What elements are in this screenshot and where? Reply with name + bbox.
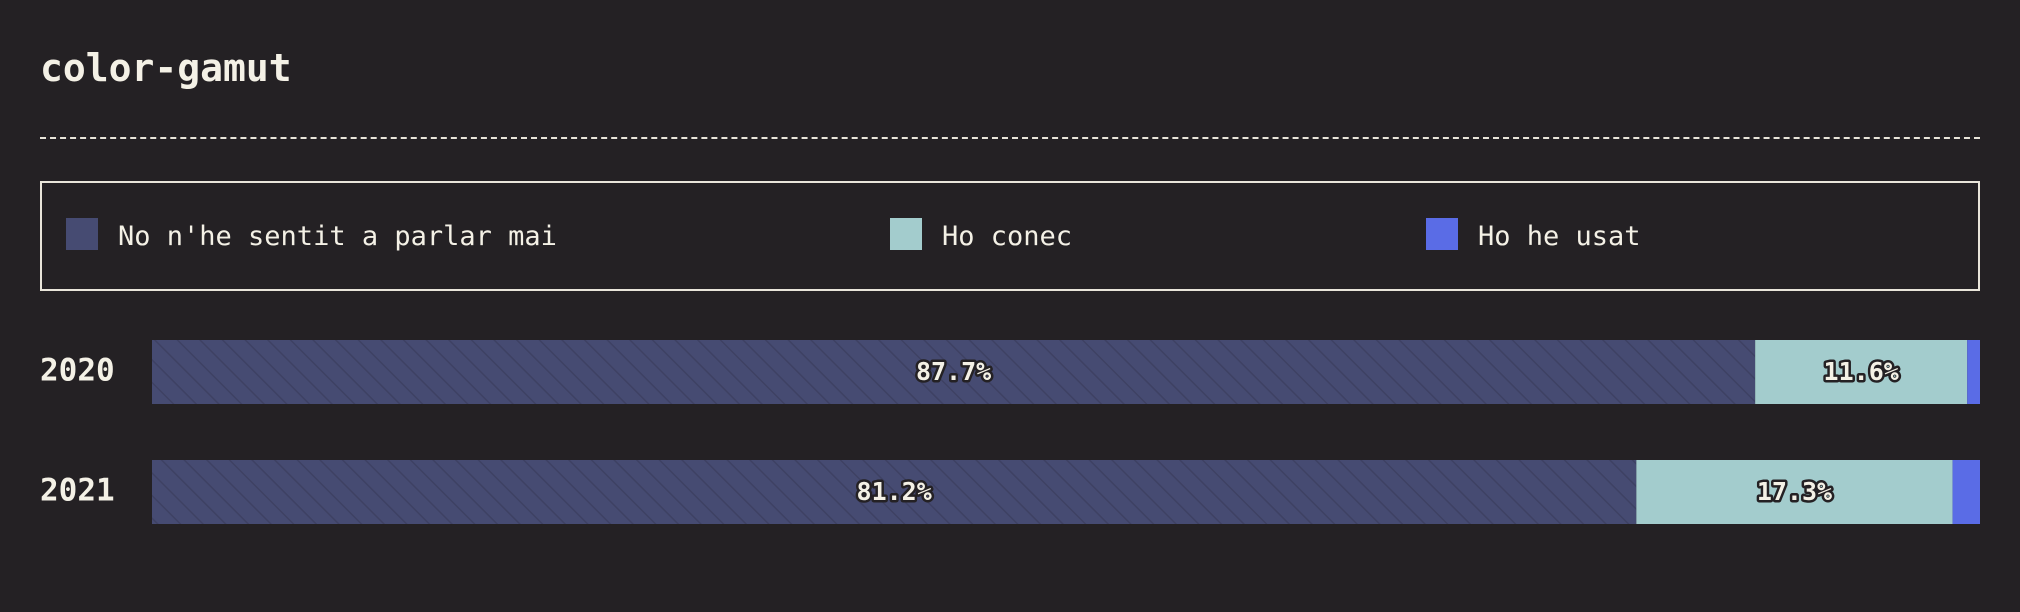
stacked-bar-chart: 2020 87.7% 11.6% 2021 81.2% 17.3% xyxy=(40,0,1980,612)
data-label-2020-1: 11.6% xyxy=(1824,357,1899,386)
category-label-2021: 2021 xyxy=(40,473,115,509)
chart-container: color-gamut No n'he sentit a parlar mai … xyxy=(40,0,1980,612)
bar-segment-2020-2 xyxy=(1967,340,1980,404)
data-label-2021-1: 17.3% xyxy=(1757,477,1832,506)
data-label-2021-0: 81.2% xyxy=(857,477,932,506)
data-label-2020-0: 87.7% xyxy=(916,357,991,386)
bar-segment-2021-2 xyxy=(1953,460,1980,524)
category-label-2020: 2020 xyxy=(40,353,115,389)
